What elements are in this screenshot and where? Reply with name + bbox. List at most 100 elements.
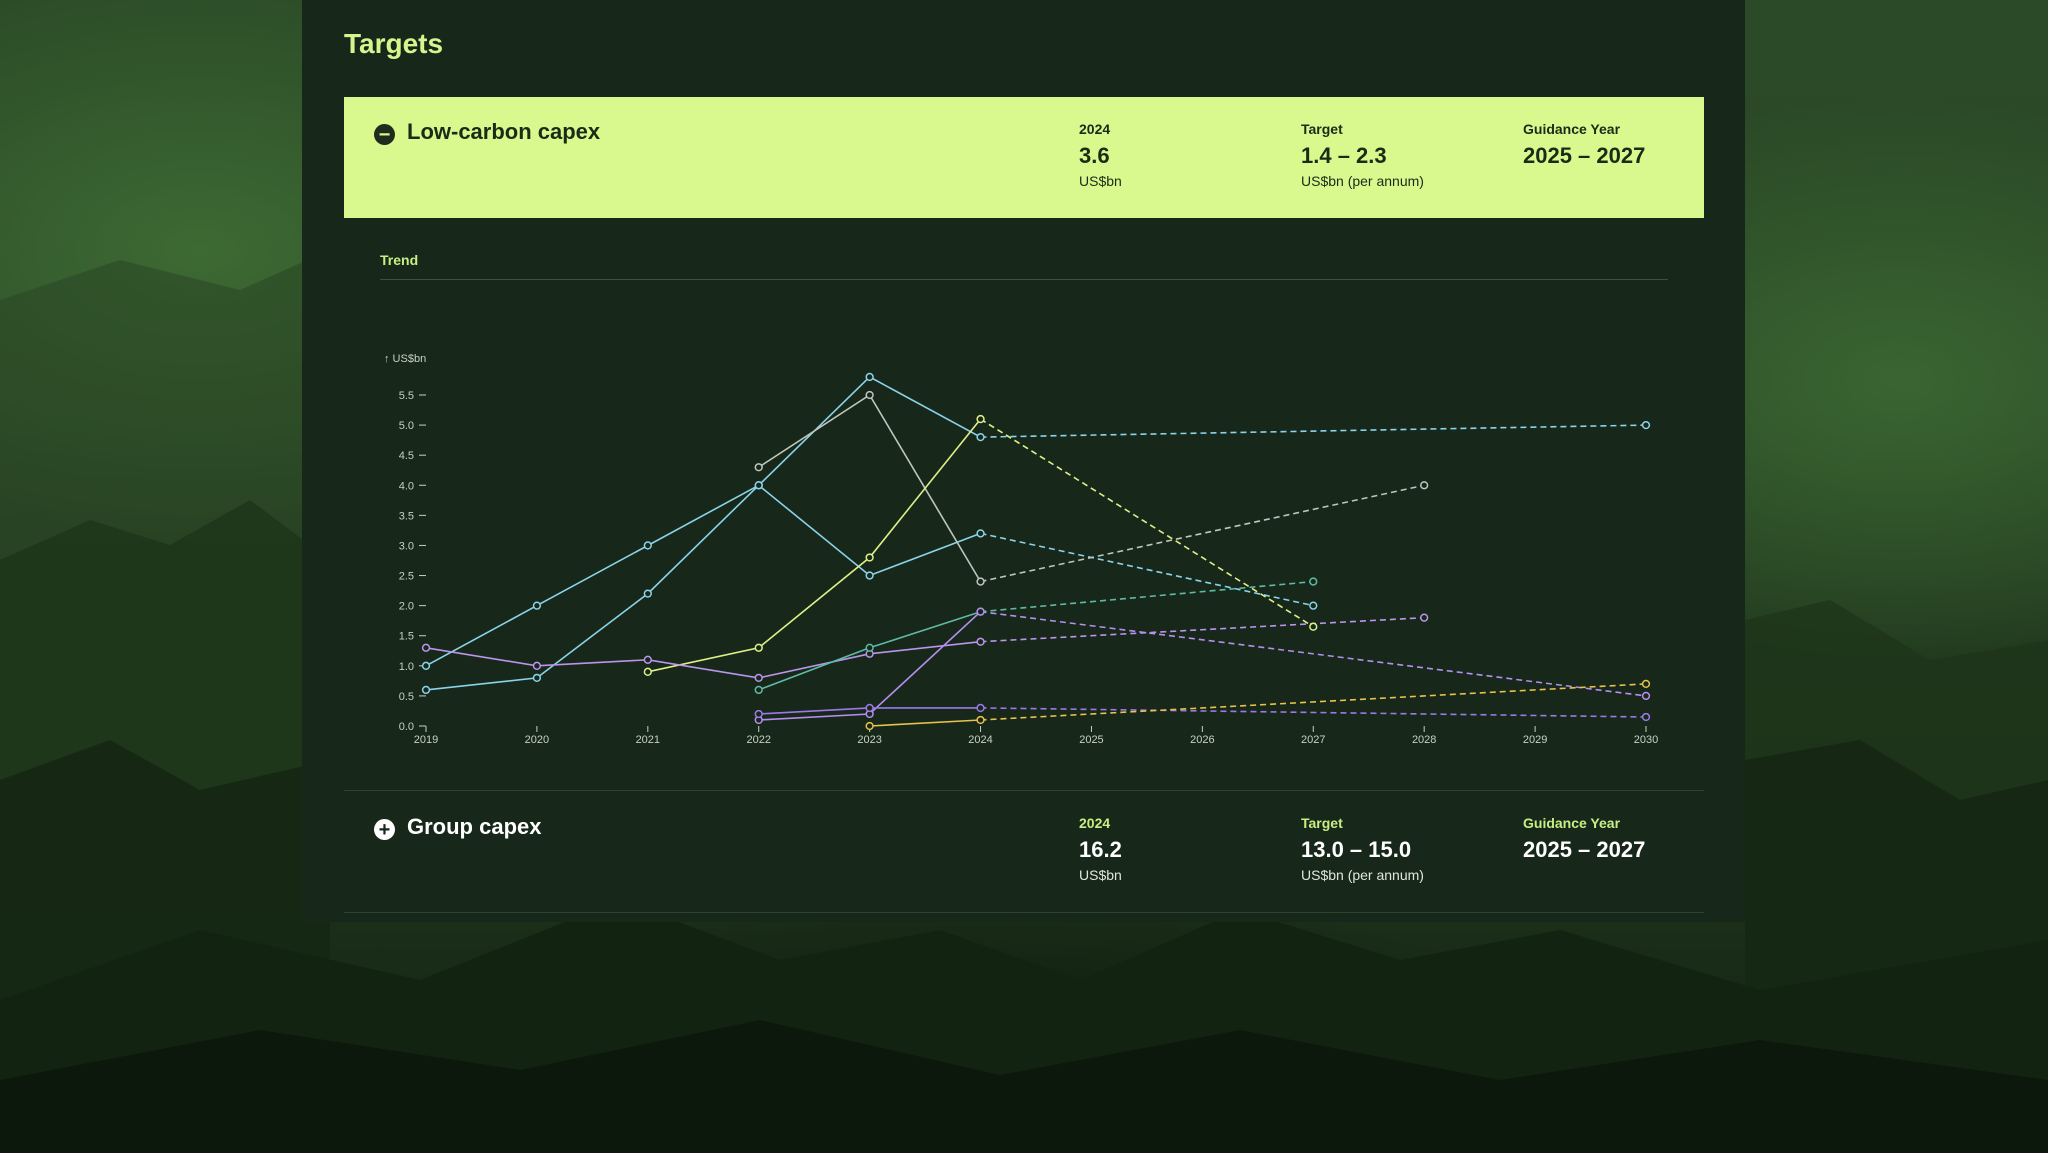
year-unit: US$bn bbox=[1079, 173, 1122, 189]
guidance-stat: Guidance Year 2025 – 2027 bbox=[1523, 121, 1645, 169]
target-label: Target bbox=[1301, 815, 1343, 831]
series-2-point bbox=[865, 372, 874, 382]
series-8-point bbox=[976, 703, 985, 713]
year-value: 16.2 bbox=[1079, 837, 1122, 862]
targets-panel: Targets − Low-carbon capex 2024 3.6 US$b… bbox=[302, 0, 1745, 922]
series-2-point bbox=[754, 481, 763, 490]
card-title: Low-carbon capex bbox=[407, 119, 601, 144]
minus-circle-icon[interactable]: − bbox=[374, 124, 395, 145]
series-5-projected-line bbox=[980, 616, 1425, 643]
series-7-point bbox=[1641, 691, 1651, 701]
target-stat: Target 1.4 – 2.3 US$bn (per annum) bbox=[1301, 121, 1424, 189]
guidance-value: 2025 – 2027 bbox=[1523, 143, 1646, 168]
y-tick-label: 5.5 bbox=[399, 390, 414, 402]
trend-chart: ↑ US$bn 0.0 0.5 1.0 1.5 2.0 2.5 3.0 3.5 4.0 4.5 5.0… bbox=[384, 353, 1658, 746]
guidance-stat: Guidance Year 2025 – 2027 bbox=[1523, 815, 1645, 863]
series-2-point bbox=[532, 673, 542, 683]
series-4-point bbox=[1309, 622, 1318, 631]
target-stat: Target 13.0 – 15.0 US$bn (per annum) bbox=[1301, 815, 1424, 883]
series-7-point bbox=[976, 607, 985, 616]
page-title: Targets bbox=[344, 28, 444, 59]
target-unit: US$bn (per annum) bbox=[1301, 867, 1424, 883]
year-unit: US$bn bbox=[1079, 867, 1122, 883]
series-1-point bbox=[976, 529, 985, 538]
series-3-projected-line bbox=[980, 484, 1425, 583]
y-tick-label: 2.5 bbox=[399, 571, 414, 583]
target-unit: US$bn (per annum) bbox=[1301, 173, 1424, 189]
series-6-point bbox=[754, 685, 763, 695]
year-value: 3.6 bbox=[1079, 143, 1110, 168]
y-tick-label: 1.0 bbox=[399, 661, 414, 673]
y-axis-label: ↑ US$bn bbox=[384, 353, 426, 365]
series-7-projected-line bbox=[980, 610, 1647, 697]
series-2-actual-line bbox=[425, 375, 981, 691]
y-tick-label: 0.0 bbox=[399, 721, 414, 733]
y-tick-label: 4.0 bbox=[399, 480, 414, 492]
series-8-projected-line bbox=[980, 707, 1647, 718]
y-tick-label: 0.5 bbox=[399, 691, 414, 703]
series-9-point bbox=[976, 715, 985, 725]
x-tick-label: 2019 bbox=[414, 734, 438, 746]
y-tick-label: 3.0 bbox=[399, 540, 414, 552]
series-9-point bbox=[1641, 679, 1651, 689]
y-tick-label: 3.5 bbox=[399, 510, 414, 522]
y-tick-label: 1.5 bbox=[399, 631, 414, 643]
guidance-value: 2025 – 2027 bbox=[1523, 837, 1646, 862]
series-9-point bbox=[865, 721, 874, 731]
series-4-point bbox=[754, 643, 763, 652]
series-9-projected-line bbox=[980, 683, 1647, 721]
series-2-projected-line bbox=[980, 424, 1647, 438]
x-tick-label: 2020 bbox=[525, 734, 549, 746]
target-value: 13.0 – 15.0 bbox=[1301, 837, 1412, 862]
series-7-actual-line bbox=[758, 611, 982, 721]
series-6-projected-line bbox=[980, 580, 1314, 613]
series-9-actual-line bbox=[869, 719, 981, 727]
series-2-point bbox=[976, 432, 985, 442]
series-3-point bbox=[865, 390, 874, 400]
x-tick-label: 2023 bbox=[857, 734, 881, 746]
series-2-point bbox=[421, 685, 431, 695]
low-carbon-capex-card[interactable]: − Low-carbon capex 2024 3.6 US$bn Target… bbox=[344, 97, 1704, 218]
x-tick-label: 2025 bbox=[1079, 734, 1103, 746]
group-capex-card[interactable]: + Group capex 2024 16.2 US$bn Target 13.… bbox=[344, 790, 1704, 913]
series-5-point bbox=[421, 643, 431, 652]
series-4-actual-line bbox=[647, 418, 982, 673]
series-8-point bbox=[1641, 712, 1651, 722]
series-1-actual-line bbox=[425, 484, 981, 667]
series-2-point bbox=[643, 589, 652, 598]
series-4-point bbox=[643, 667, 652, 676]
series-6-point bbox=[1309, 577, 1318, 586]
trend-label: Trend bbox=[380, 252, 419, 268]
series-5-point bbox=[976, 637, 985, 646]
series-8-point bbox=[865, 703, 874, 713]
x-tick-label: 2029 bbox=[1523, 734, 1547, 746]
series-1-point bbox=[421, 661, 431, 670]
series-5-point bbox=[532, 661, 542, 670]
card-title: Group capex bbox=[407, 814, 542, 839]
year-label: 2024 bbox=[1079, 121, 1111, 137]
series-3-point bbox=[976, 577, 985, 586]
x-tick-label: 2028 bbox=[1412, 734, 1436, 746]
x-tick-label: 2027 bbox=[1301, 734, 1325, 746]
series-1-point bbox=[643, 541, 652, 550]
year-stat: 2024 16.2 US$bn bbox=[1079, 815, 1122, 883]
series-1-projected-line bbox=[980, 532, 1314, 607]
series-3-point bbox=[754, 463, 763, 472]
x-tick-label: 2030 bbox=[1634, 734, 1658, 746]
x-tick-label: 2022 bbox=[746, 734, 770, 746]
guidance-label: Guidance Year bbox=[1523, 815, 1621, 831]
series-3-point bbox=[1420, 481, 1429, 490]
series-1-point bbox=[1309, 601, 1318, 610]
y-tick-label: 5.0 bbox=[399, 420, 414, 432]
x-tick-label: 2021 bbox=[636, 734, 660, 746]
series-4-point bbox=[976, 414, 985, 424]
plus-circle-icon[interactable]: + bbox=[374, 819, 395, 840]
series-2-point bbox=[1641, 420, 1651, 430]
series-4-point bbox=[865, 553, 874, 562]
target-label: Target bbox=[1301, 121, 1343, 137]
year-label: 2024 bbox=[1079, 815, 1111, 831]
series-5-point bbox=[1420, 613, 1429, 622]
series-1-point bbox=[532, 601, 542, 610]
series-1-point bbox=[865, 571, 874, 580]
